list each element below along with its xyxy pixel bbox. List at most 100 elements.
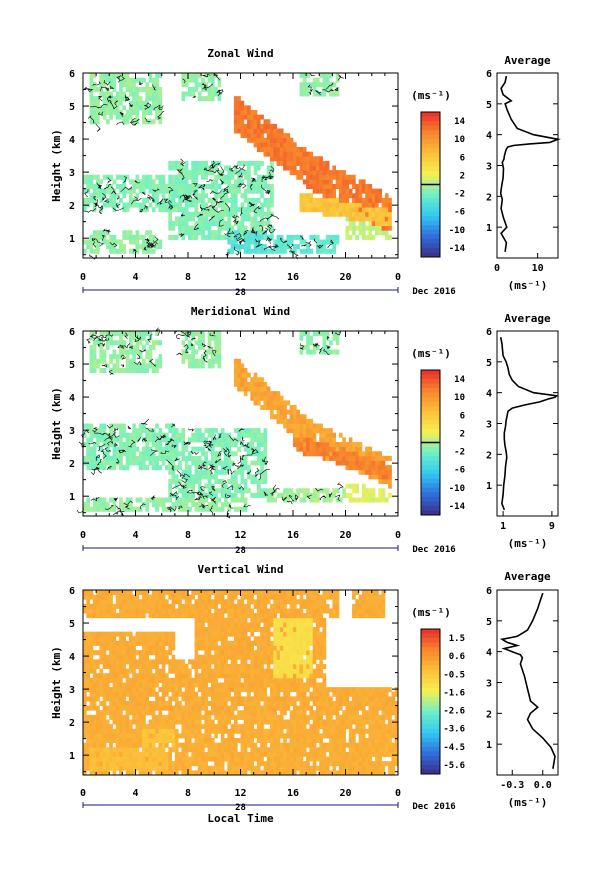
heatmap-cell xyxy=(227,691,232,697)
heatmap-cell xyxy=(109,202,113,208)
heatmap-cell xyxy=(375,193,379,199)
heatmap-cell xyxy=(171,654,176,660)
heatmap-cell xyxy=(227,613,232,619)
heatmap-cell xyxy=(168,428,172,434)
heatmap-cell xyxy=(171,451,176,457)
contour-line xyxy=(192,190,198,196)
heatmap-cell xyxy=(119,668,123,674)
heatmap-cell xyxy=(165,451,169,457)
heatmap-cell xyxy=(283,165,287,171)
heatmap-cell xyxy=(309,170,314,176)
heatmap-cell xyxy=(96,590,100,596)
heatmap-cell xyxy=(155,460,159,466)
heatmap-cell xyxy=(204,673,209,679)
heatmap-cell xyxy=(247,133,251,139)
heatmap-cell xyxy=(168,710,172,716)
heatmap-cell xyxy=(181,73,186,79)
heatmap-cell xyxy=(122,719,127,725)
heatmap-cell xyxy=(168,714,172,720)
heatmap-cell xyxy=(142,682,146,688)
heatmap-cell xyxy=(194,756,199,762)
heatmap-cell xyxy=(210,184,215,190)
heatmap-cell xyxy=(240,372,245,378)
heatmap-cell xyxy=(142,590,146,596)
heatmap-cell xyxy=(89,714,94,720)
heatmap-cell xyxy=(96,193,100,199)
heatmap-cell xyxy=(299,91,304,97)
heatmap-cell xyxy=(89,696,94,702)
heatmap-cell xyxy=(125,682,130,688)
contour-line xyxy=(202,461,207,467)
heatmap-cell xyxy=(178,705,182,711)
heatmap-cell xyxy=(312,156,317,162)
contour-line xyxy=(110,186,117,195)
heatmap-cell xyxy=(86,497,90,503)
heatmap-cell xyxy=(155,664,159,670)
heatmap-cell xyxy=(204,207,209,213)
heatmap-cell xyxy=(214,728,218,734)
heatmap-cell xyxy=(227,705,232,711)
heatmap-cell xyxy=(315,91,320,97)
heatmap-cell xyxy=(83,664,87,670)
heatmap-cell xyxy=(92,682,97,688)
heatmap-cell xyxy=(135,349,140,355)
contour-line xyxy=(212,197,221,203)
heatmap-cell xyxy=(197,664,202,670)
contour-line xyxy=(171,423,176,428)
heatmap-cell xyxy=(142,174,146,180)
heatmap-cell xyxy=(105,363,110,369)
heatmap-cell xyxy=(194,761,199,767)
colorbar-units: (ms⁻¹) xyxy=(411,89,451,102)
heatmap-cell xyxy=(250,184,255,190)
heatmap-cell xyxy=(253,221,258,227)
heatmap-cell xyxy=(214,488,218,494)
heatmap-cell xyxy=(210,446,215,452)
heatmap-cell xyxy=(155,432,159,438)
heatmap-cell xyxy=(345,234,350,240)
heatmap-cell xyxy=(210,428,215,434)
heatmap-cell xyxy=(227,682,232,688)
heatmap-cell xyxy=(279,405,284,411)
heatmap-cell xyxy=(309,418,314,424)
heatmap-cell xyxy=(270,128,274,134)
heatmap-cell xyxy=(128,650,133,656)
heatmap-cell xyxy=(214,211,218,217)
heatmap-cell xyxy=(260,207,264,213)
heatmap-cell xyxy=(319,91,323,97)
heatmap-cell xyxy=(256,211,261,217)
heatmap-cell xyxy=(214,165,218,171)
profile-y-tick-label: 1 xyxy=(486,481,492,492)
heatmap-cell xyxy=(384,211,389,217)
heatmap-cell xyxy=(368,207,373,213)
heatmap-cell xyxy=(161,631,166,637)
heatmap-cell xyxy=(188,668,192,674)
heatmap-cell xyxy=(302,414,307,420)
heatmap-cell xyxy=(322,446,327,452)
colorbar-segment xyxy=(421,207,440,213)
heatmap-cell xyxy=(319,331,323,337)
heatmap-cell xyxy=(306,170,310,176)
heatmap-cell xyxy=(89,765,94,771)
heatmap-cell xyxy=(122,701,127,707)
contour-line xyxy=(203,442,210,447)
heatmap-cell xyxy=(174,687,179,693)
heatmap-cell xyxy=(293,405,297,411)
heatmap-cell xyxy=(151,248,156,254)
heatmap-cell xyxy=(168,207,172,213)
heatmap-cell xyxy=(155,719,159,725)
heatmap-cell xyxy=(96,696,100,702)
heatmap-cell xyxy=(201,714,205,720)
heatmap-cell xyxy=(161,599,166,605)
heatmap-cell xyxy=(224,622,228,628)
heatmap-cell xyxy=(168,636,172,642)
heatmap-cell xyxy=(230,603,235,609)
heatmap-cell xyxy=(230,599,235,605)
heatmap-cell xyxy=(89,451,94,457)
heatmap-cell xyxy=(191,234,195,240)
heatmap-cell xyxy=(296,234,300,240)
heatmap-cell xyxy=(125,82,130,88)
heatmap-cell xyxy=(355,197,360,203)
heatmap-cell xyxy=(247,432,251,438)
